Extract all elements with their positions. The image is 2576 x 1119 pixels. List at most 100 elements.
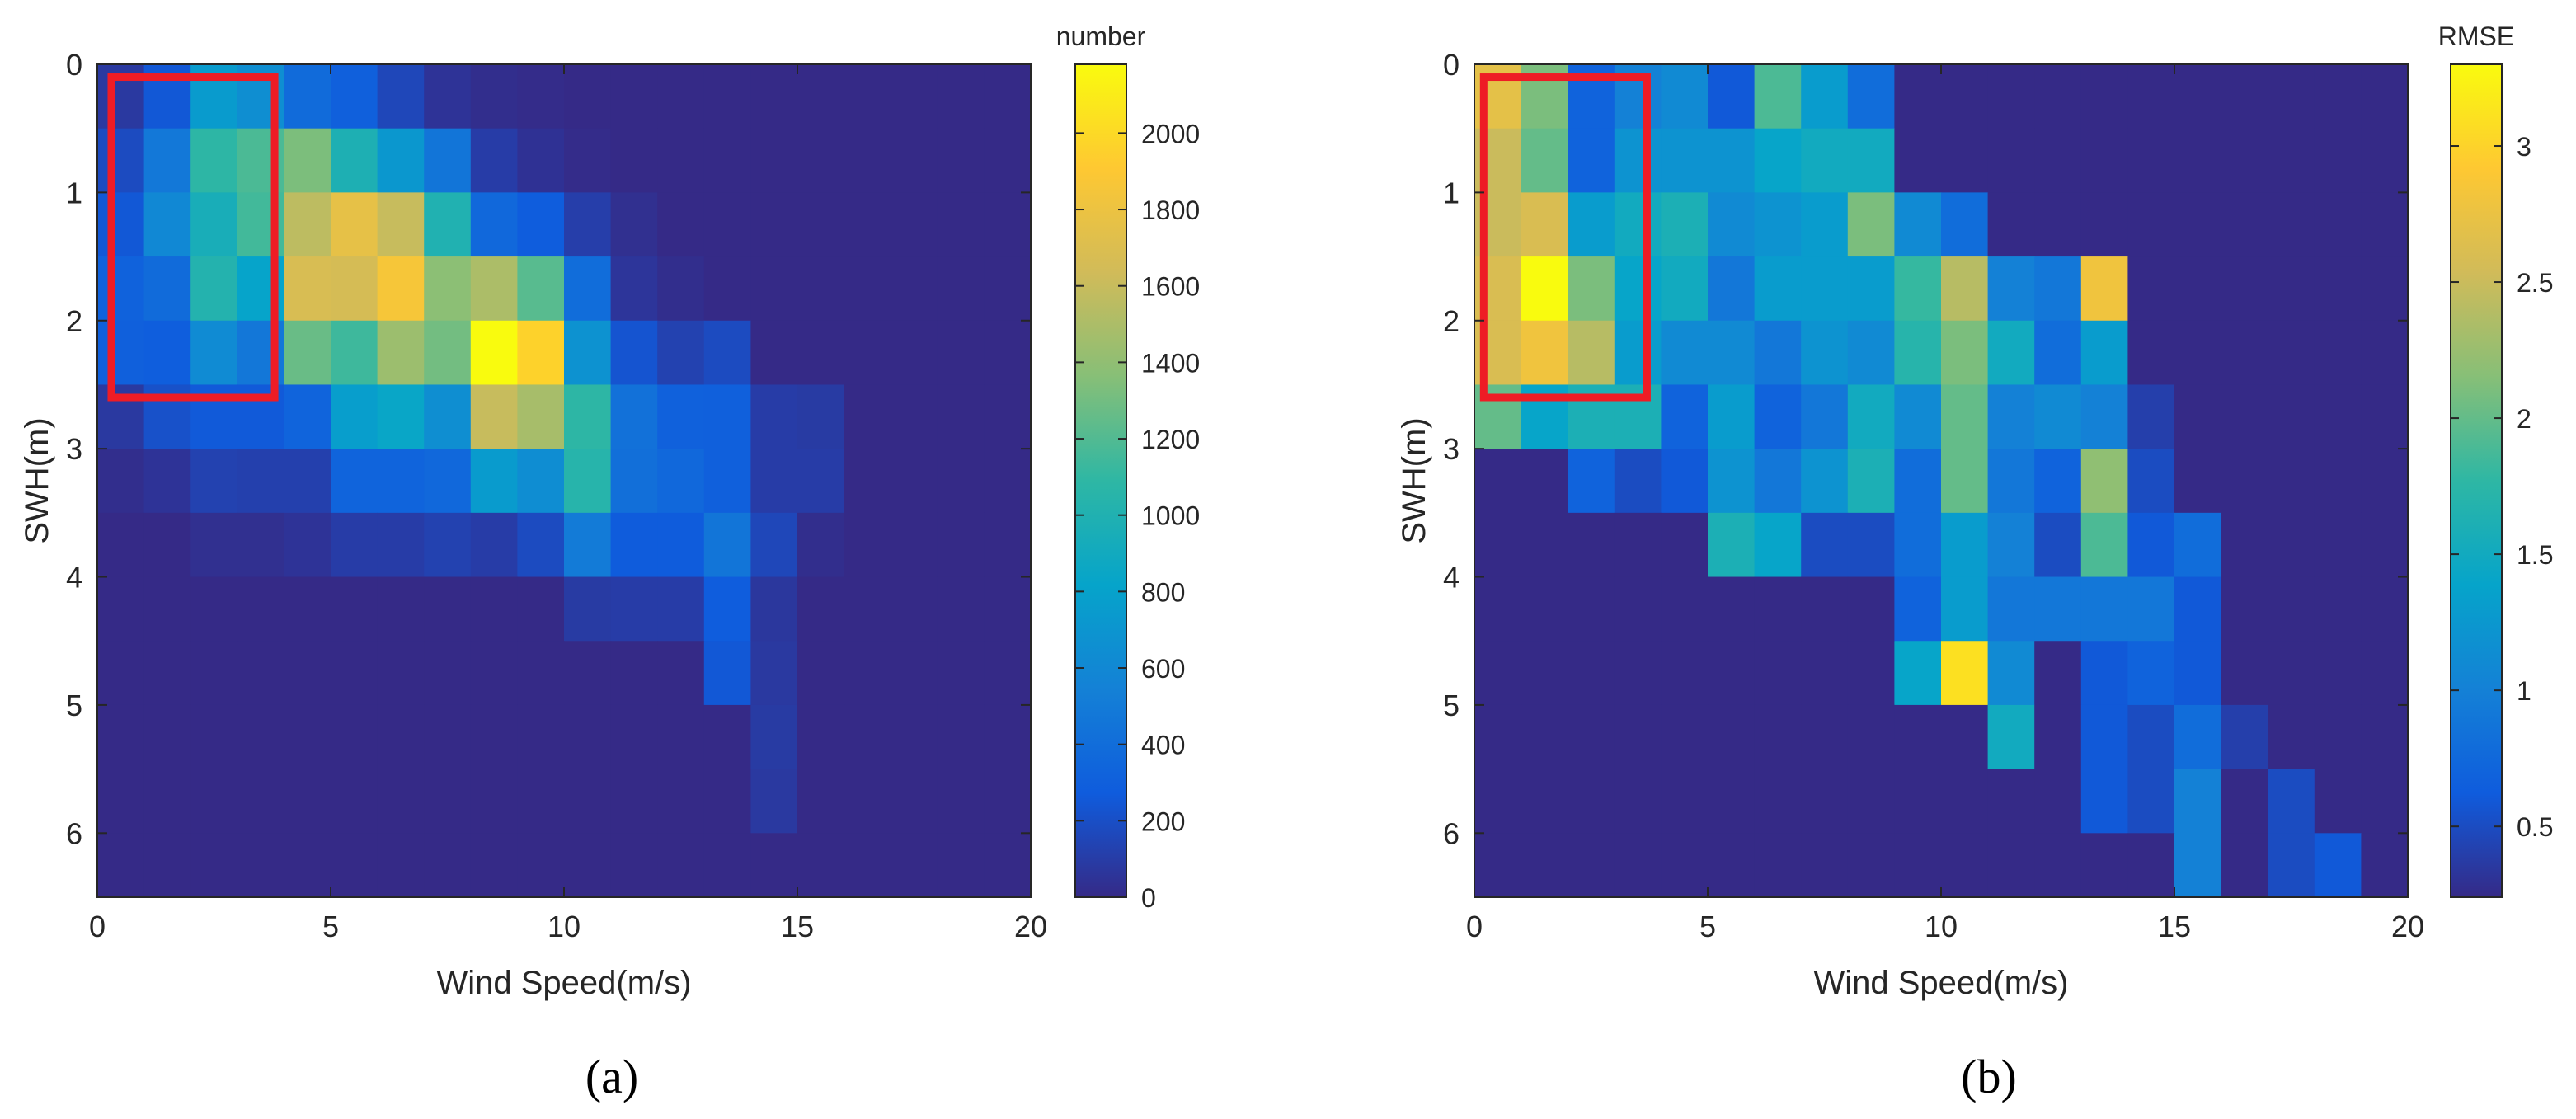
heatmap-cell (2174, 769, 2222, 834)
heatmap-cell (424, 769, 472, 834)
heatmap-cell (1614, 192, 1662, 257)
heatmap-cell (750, 576, 798, 642)
heatmap-cell (2268, 641, 2315, 706)
heatmap-cell (2174, 256, 2222, 322)
heatmap-cell (2314, 641, 2362, 706)
heatmap-cell (657, 512, 705, 578)
heatmap-cell (984, 833, 1032, 898)
heatmap-cell (1614, 641, 1662, 706)
heatmap-cell (1847, 449, 1895, 514)
heatmap-cell (237, 641, 284, 706)
heatmap-cell (750, 641, 798, 706)
heatmap-cell (2314, 256, 2362, 322)
heatmap-cell (2314, 449, 2362, 514)
heatmap-cell (2080, 769, 2128, 834)
heatmap-cell (564, 576, 612, 642)
heatmap-cell (2361, 256, 2409, 322)
colorbar (2450, 63, 2503, 898)
heatmap-cell (657, 704, 705, 770)
colorbar (1074, 63, 1127, 898)
heatmap-cell (1568, 128, 1615, 193)
heatmap-cell (284, 512, 331, 578)
heatmap-cell (1801, 769, 1849, 834)
heatmap-cell (2268, 769, 2315, 834)
y-tick-label: 6 (66, 816, 82, 850)
heatmap-cell (984, 449, 1032, 514)
heatmap-cell (891, 64, 938, 129)
heatmap-cell (2174, 320, 2222, 386)
heatmap-cell (1847, 320, 1895, 386)
heatmap-cell (1568, 192, 1615, 257)
heatmap-cell (1941, 384, 1989, 449)
heatmap-cell (2268, 192, 2315, 257)
heatmap-cell (937, 384, 985, 449)
heatmap-cell (1614, 769, 1662, 834)
heatmap-cell (1754, 641, 1802, 706)
y-tick-label: 6 (1443, 816, 1460, 850)
heatmap-cell (797, 128, 845, 193)
heatmap-cell (1801, 512, 1849, 578)
heatmap-cell (564, 256, 612, 322)
heatmap-cell (2361, 64, 2409, 129)
y-axis-label: SWH(m) (19, 417, 55, 543)
colorbar-tick-label: 1600 (1141, 272, 1200, 302)
heatmap-cell (2127, 576, 2175, 642)
heatmap-cell (190, 256, 238, 322)
heatmap-cell (750, 833, 798, 898)
heatmap-cell (2361, 576, 2409, 642)
heatmap-cell (517, 576, 565, 642)
heatmap-cell (331, 641, 378, 706)
heatmap-cell (331, 64, 378, 129)
heatmap-cell (564, 704, 612, 770)
heatmap-cell (984, 641, 1032, 706)
heatmap-cell (844, 256, 891, 322)
y-tick-label: 3 (66, 432, 82, 466)
heatmap-cell (703, 833, 751, 898)
heatmap-cell (190, 512, 238, 578)
heatmap-cell (1847, 512, 1895, 578)
heatmap-cell (797, 576, 845, 642)
heatmap-cell (1474, 833, 1522, 898)
heatmap-cell (844, 704, 891, 770)
heatmap-cell (1661, 384, 1709, 449)
y-axis-label: SWH(m) (1396, 417, 1432, 543)
heatmap-cell (937, 576, 985, 642)
heatmap-cell (1474, 512, 1522, 578)
heatmap-cell (1754, 769, 1802, 834)
heatmap-cell (2127, 833, 2175, 898)
y-tick-label: 1 (66, 176, 82, 209)
heatmap-cell (1661, 512, 1709, 578)
x-tick-label: 20 (1014, 910, 1047, 943)
x-tick-label: 10 (548, 910, 581, 943)
heatmap-cell (610, 256, 658, 322)
heatmap-cell (1521, 320, 1568, 386)
heatmap-cell (984, 128, 1032, 193)
heatmap-cell (143, 833, 191, 898)
heatmap-cell (2034, 320, 2082, 386)
heatmap-cell (97, 833, 145, 898)
heatmap-cell (1614, 320, 1662, 386)
heatmap-cell (1847, 576, 1895, 642)
x-tick-label: 10 (1925, 910, 1958, 943)
heatmap-cell (190, 128, 238, 193)
heatmap-cell (1568, 704, 1615, 770)
heatmap-cell (237, 512, 284, 578)
heatmap-cell (2268, 704, 2315, 770)
heatmap-cell (1661, 576, 1709, 642)
heatmap-cell (610, 192, 658, 257)
heatmap-cell (797, 320, 845, 386)
heatmap-cell (2314, 64, 2362, 129)
y-tick-label: 5 (1443, 689, 1460, 722)
heatmap-cell (284, 384, 331, 449)
heatmap-cell (143, 769, 191, 834)
heatmap-cell (284, 704, 331, 770)
y-tick-label: 2 (1443, 304, 1460, 338)
heatmap-cell (331, 320, 378, 386)
heatmap-cell (470, 384, 518, 449)
heatmap-cell (844, 320, 891, 386)
heatmap-cell (2361, 704, 2409, 770)
heatmap-cell (564, 512, 612, 578)
heatmap-cell (797, 769, 845, 834)
heatmap-cell (284, 192, 331, 257)
